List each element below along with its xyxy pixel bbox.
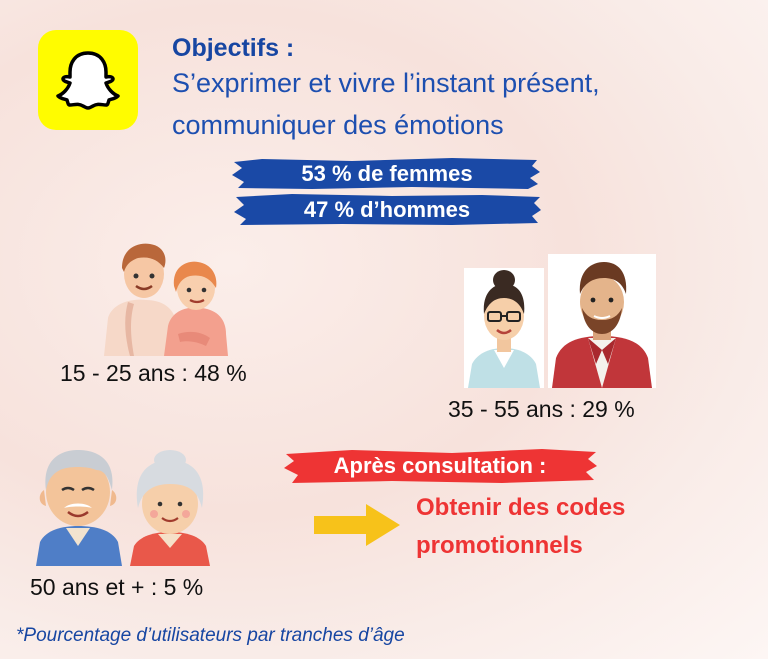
brush-stripe: [232, 158, 540, 189]
age-group-50-plus-label: 50 ans et + : 5 %: [30, 574, 204, 600]
adult-woman-illustration: [464, 268, 544, 388]
women-share-label: 53 % de femmes: [301, 161, 473, 186]
after-consultation-label: Après consultation :: [333, 453, 547, 478]
objectives-line-2: communiquer des émotions: [172, 110, 504, 140]
goal-line-1: Obtenir des codes: [416, 494, 626, 521]
adult-man-illustration: [548, 254, 656, 388]
objectives-title: Objectifs :: [172, 34, 295, 62]
young-couple-illustration: [104, 243, 228, 356]
age-group-15-25-label: 15 - 25 ans : 48 %: [60, 360, 247, 386]
after-consultation-banner: Après consultation :: [282, 448, 598, 484]
women-share-banner: 53 % de femmes: [232, 158, 542, 190]
senior-couple-illustration: [36, 450, 210, 566]
arrow-right-icon: [314, 504, 400, 546]
objectives-line-1: S’exprimer et vivre l’instant présent,: [172, 68, 600, 98]
snapchat-logo-icon: [38, 30, 138, 130]
men-share-banner: 47 % d’hommes: [232, 194, 542, 226]
snapchat-ghost-icon: [56, 51, 120, 110]
brush-stripe-red: [284, 449, 597, 483]
age-group-35-55-label: 35 - 55 ans : 29 %: [448, 396, 635, 422]
brush-stripe: [234, 194, 541, 225]
goal-line-2: promotionnels: [416, 532, 583, 559]
men-share-label: 47 % d’hommes: [303, 197, 471, 222]
footnote: *Pourcentage d’utilisateurs par tranches…: [16, 625, 405, 646]
